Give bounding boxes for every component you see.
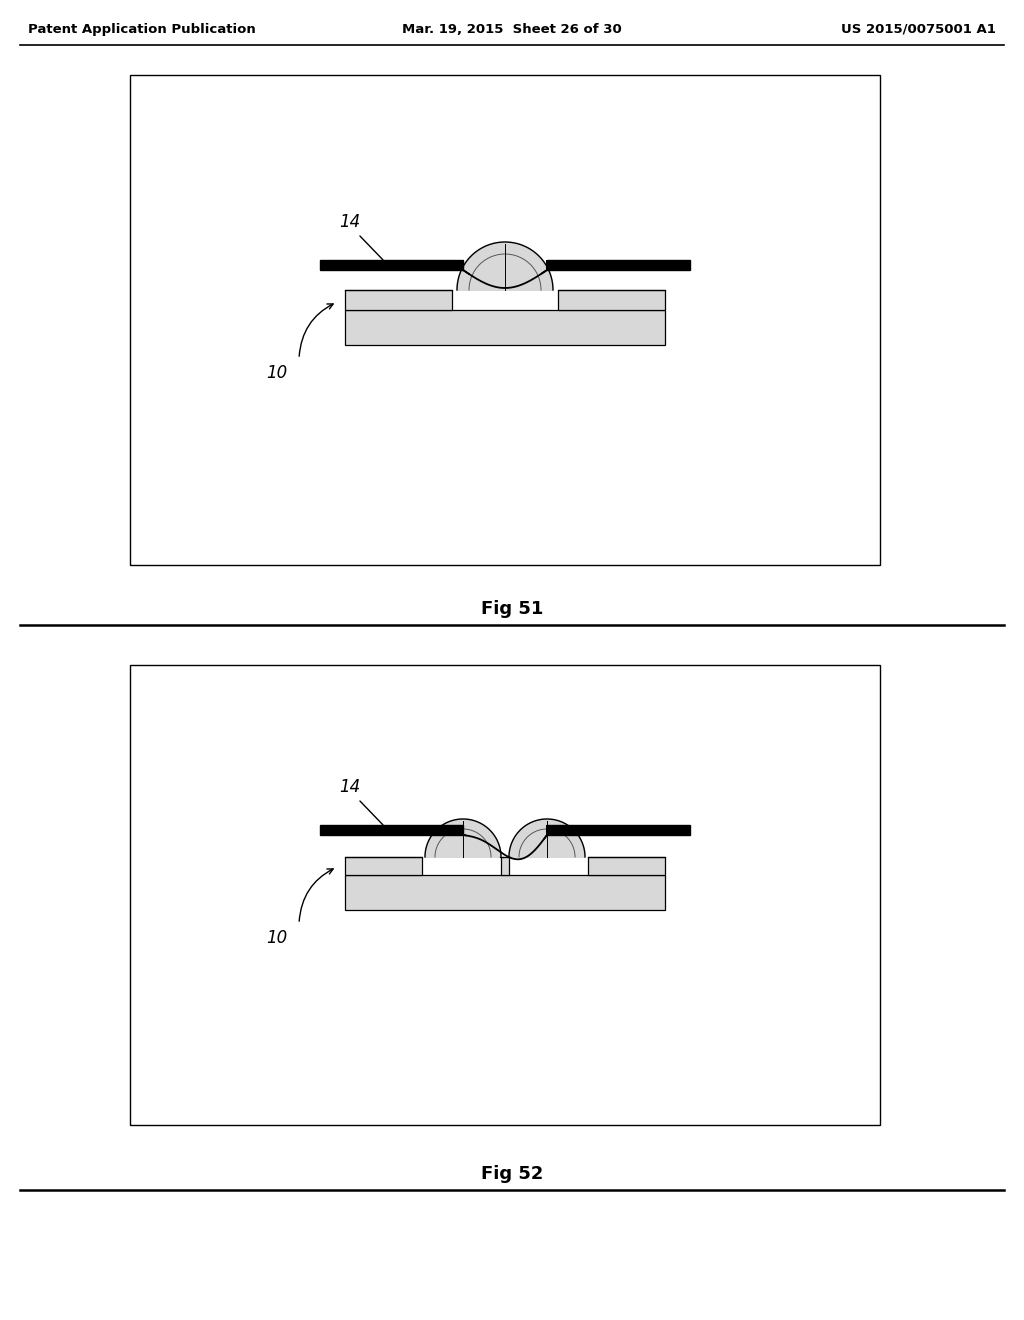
Bar — [558, 290, 665, 310]
Text: Fig 51: Fig 51 — [481, 601, 543, 618]
Bar — [319, 825, 463, 836]
Bar — [588, 857, 665, 875]
Bar — [319, 260, 463, 271]
Bar — [345, 310, 665, 345]
Bar — [501, 857, 509, 875]
Bar — [547, 260, 690, 271]
Bar — [345, 875, 665, 909]
Text: Patent Application Publication: Patent Application Publication — [28, 22, 256, 36]
Bar — [547, 825, 690, 836]
Polygon shape — [544, 825, 547, 840]
Polygon shape — [541, 260, 547, 275]
Text: 14: 14 — [339, 213, 360, 231]
Bar — [345, 290, 452, 310]
Bar — [130, 75, 880, 565]
Text: 10: 10 — [266, 929, 288, 946]
Polygon shape — [425, 818, 501, 857]
Text: Mar. 19, 2015  Sheet 26 of 30: Mar. 19, 2015 Sheet 26 of 30 — [402, 22, 622, 36]
Text: 14: 14 — [339, 777, 360, 796]
Text: US 2015/0075001 A1: US 2015/0075001 A1 — [841, 22, 996, 36]
Polygon shape — [457, 242, 553, 290]
Bar — [345, 857, 422, 875]
Text: 10: 10 — [266, 364, 288, 381]
Polygon shape — [463, 825, 466, 836]
Text: Fig 52: Fig 52 — [481, 1166, 543, 1183]
Polygon shape — [509, 818, 585, 857]
Bar — [130, 665, 880, 1125]
Polygon shape — [463, 260, 469, 275]
